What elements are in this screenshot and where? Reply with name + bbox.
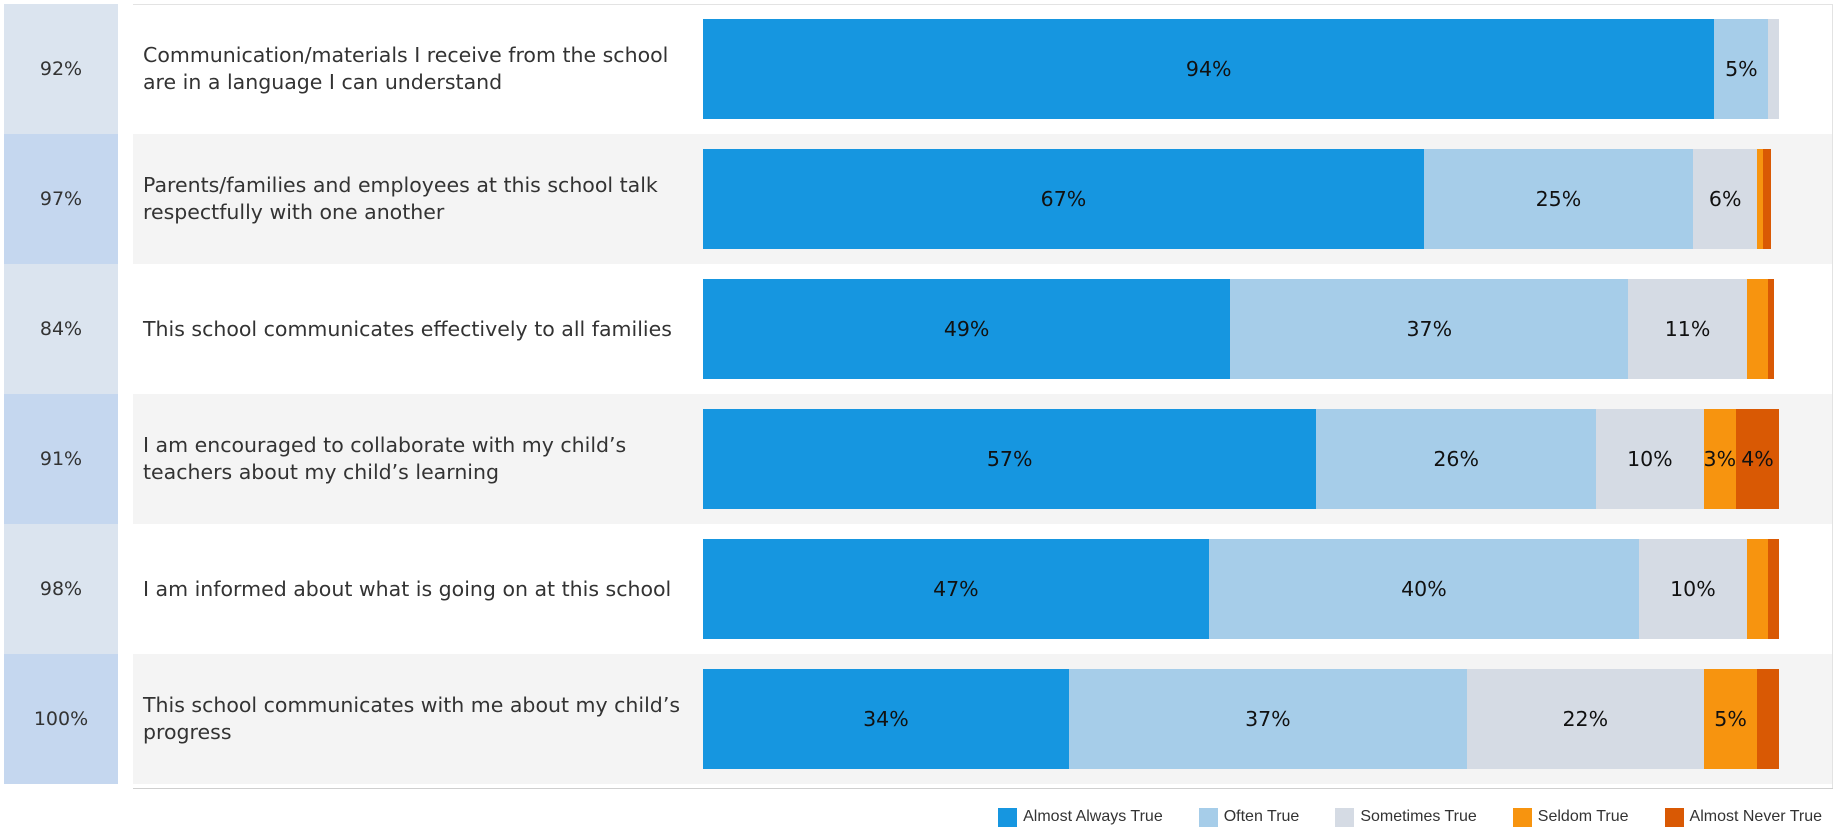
legend-swatch: [998, 807, 1018, 827]
stacked-bar: 49% 37% 11%: [703, 279, 1779, 379]
top-border: [133, 4, 1833, 5]
bar-data-label: 6%: [1708, 187, 1742, 211]
bar-segment-sometimes-true: 10%: [1596, 409, 1704, 509]
legend-swatch: [1512, 807, 1532, 827]
bar-segment-almost-always-true: 94%: [703, 19, 1715, 119]
bar-segment-often-true: 40%: [1208, 539, 1640, 639]
bar-segment-almost-never-true: 4%: [1735, 409, 1779, 509]
bar-segment-almost-always-true: 34%: [703, 669, 1069, 769]
bar-data-label: 37%: [1406, 317, 1453, 341]
bar-segment-seldom-true: [1746, 539, 1769, 639]
favorable-score: 84%: [4, 264, 118, 394]
legend-item: Seldom True: [1512, 807, 1629, 827]
bar-segment-almost-always-true: 57%: [703, 409, 1317, 509]
bottom-divider: [133, 788, 1833, 789]
bar-data-label: 47%: [933, 577, 979, 601]
legend-label: Often True: [1223, 808, 1300, 825]
legend-label: Almost Never True: [1689, 808, 1822, 825]
bar-segment-almost-always-true: 49%: [703, 279, 1231, 379]
bar-segment-almost-never-true: [1762, 149, 1772, 249]
bar-segment-often-true: 26%: [1316, 409, 1597, 509]
question-label: This school communicates with me about m…: [143, 693, 681, 744]
bar-data-label: 40%: [1401, 577, 1447, 601]
question-label: Parents/families and employees at this s…: [143, 173, 658, 224]
legend-swatch: [1198, 807, 1218, 827]
chart-row: 100% This school communicates with me abo…: [0, 654, 1836, 784]
bar-segment-often-true: 5%: [1714, 19, 1769, 119]
bar-segment-sometimes-true: 11%: [1628, 279, 1747, 379]
bar-segment-seldom-true: [1757, 149, 1763, 249]
bar-data-label: 34%: [863, 707, 909, 731]
question-label: Communication/materials I receive from t…: [143, 43, 669, 94]
bar-data-label: 3%: [1703, 447, 1736, 471]
legend-item: Often True: [1198, 807, 1300, 827]
bar-data-label: 94%: [1185, 57, 1232, 81]
question-label: This school communicates effectively to …: [143, 316, 672, 341]
stacked-bar: 67% 25% 6%: [703, 149, 1779, 249]
stacked-bar: 47% 40% 10%: [703, 539, 1779, 639]
bar-segment-often-true: 37%: [1230, 279, 1629, 379]
bar-segment-sometimes-true: 22%: [1466, 669, 1704, 769]
bar-data-label: 37%: [1245, 707, 1291, 731]
bar-segment-almost-always-true: 47%: [703, 539, 1209, 639]
bar-data-label: 11%: [1664, 317, 1711, 341]
bar-segment-almost-never-true: [1768, 539, 1779, 639]
legend-label: Almost Always True: [1023, 808, 1163, 825]
legend: Almost Always True Often True Sometimes Tr…: [962, 806, 1822, 828]
stacked-bar: 34% 37% 22% 5%: [703, 669, 1779, 769]
chart-row: 84% This school communicates effectively …: [0, 264, 1836, 394]
bar-segment-sometimes-true: 10%: [1639, 539, 1747, 639]
chart-row: 97% Parents/families and employees at thi…: [0, 134, 1836, 264]
chart-row: 91% I am encouraged to collaborate with m…: [0, 394, 1836, 524]
bar-segment-almost-never-true: [1768, 279, 1774, 379]
bar-segment-seldom-true: 5%: [1703, 669, 1758, 769]
legend-swatch: [1335, 807, 1355, 827]
bar-data-label: 5%: [1714, 707, 1747, 731]
bar-segment-sometimes-true: [1768, 19, 1779, 119]
bar-segment-seldom-true: [1746, 279, 1769, 379]
bar-data-label: 49%: [943, 317, 990, 341]
bar-data-label: 10%: [1670, 577, 1716, 601]
legend-item: Almost Always True: [998, 807, 1163, 827]
favorable-score: 91%: [4, 394, 118, 524]
bar-data-label: 25%: [1535, 187, 1582, 211]
favorable-score: 92%: [4, 4, 118, 134]
stacked-bar: 57% 26% 10% 3% 4%: [703, 409, 1779, 509]
bar-data-label: 10%: [1627, 447, 1673, 471]
bar-data-label: 22%: [1562, 707, 1609, 731]
stacked-bar: 94% 5%: [703, 19, 1779, 119]
legend-label: Seldom True: [1537, 808, 1629, 825]
bar-segment-often-true: 25%: [1423, 149, 1693, 249]
chart-row: 92% Communication/materials I receive fro…: [0, 4, 1836, 134]
bar-data-label: 5%: [1725, 57, 1758, 81]
question-label: I am encouraged to collaborate with my c…: [143, 433, 627, 484]
bar-segment-often-true: 37%: [1068, 669, 1467, 769]
favorable-score: 98%: [4, 524, 118, 654]
bar-data-label: 4%: [1741, 447, 1774, 471]
legend-swatch: [1664, 807, 1684, 827]
bar-segment-almost-never-true: [1757, 669, 1779, 769]
bar-segment-almost-always-true: 67%: [703, 149, 1424, 249]
favorable-score: 100%: [4, 654, 118, 784]
bar-segment-seldom-true: 3%: [1703, 409, 1736, 509]
bar-data-label: 57%: [986, 447, 1033, 471]
bar-segment-sometimes-true: 6%: [1692, 149, 1758, 249]
chart-row: 98% I am informed about what is going on …: [0, 524, 1836, 654]
bar-data-label: 67%: [1040, 187, 1087, 211]
legend-item: Almost Never True: [1664, 807, 1822, 827]
legend-label: Sometimes True: [1360, 808, 1477, 825]
right-border: [1832, 4, 1833, 788]
question-label: I am informed about what is going on at …: [143, 576, 672, 601]
legend-item: Sometimes True: [1335, 807, 1477, 827]
favorable-score: 97%: [4, 134, 118, 264]
bar-data-label: 26%: [1433, 447, 1479, 471]
